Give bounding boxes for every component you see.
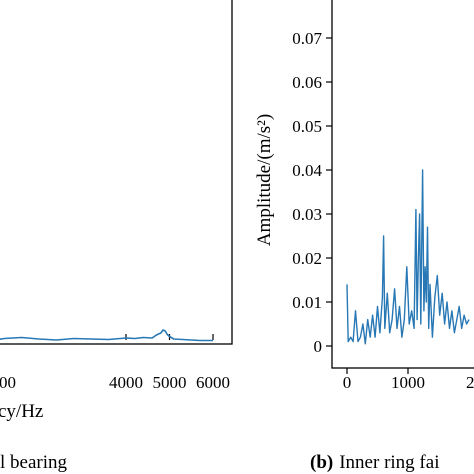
left-series-line [0,329,213,342]
right-y-tick-label-0: 0 [314,337,323,356]
left-x-tick-label-1: 5000 [153,373,187,392]
right-y-tick-label-3: 0.03 [292,205,322,224]
right-y-axis-label: Amplitude/(m/s²) [254,114,275,246]
right-y-tick-label-2: 0.02 [292,249,322,268]
right-y-tick-label-7: 0.07 [292,29,322,48]
right-caption: (b) Inner ring fai [310,452,439,473]
left-x-ticks: 4000 5000 6000 [109,334,230,392]
right-caption-text: Inner ring fai [339,452,439,473]
right-x-tick-label-0: 0 [343,373,352,392]
left-x-tick-label-0: 4000 [109,373,143,392]
panel-left: 4000 5000 6000 00 cy/Hz l bearing [0,0,233,473]
right-series-line [346,169,470,345]
right-ticks: 0 0.01 0.02 0.03 0.04 0.05 0.06 0.07 0 1000 [292,29,425,392]
right-x-tick-label-1: 1000 [391,373,425,392]
left-caption: l bearing [0,452,68,473]
left-x-edge-fragment: 00 [0,373,16,392]
right-x-edge-fragment: 2 [466,373,474,392]
right-y-tick-label-1: 0.01 [292,293,322,312]
right-axes-frame [331,0,474,369]
right-y-tick-label-6: 0.06 [292,73,322,92]
right-y-tick-label-5: 0.05 [292,117,322,136]
left-x-tick-label-2: 6000 [196,373,230,392]
right-caption-prefix: (b) [310,452,333,473]
left-x-axis-label: cy/Hz [0,401,43,422]
panel-right: 0 0.01 0.02 0.03 0.04 0.05 0.06 0.07 0 1000 2 Amp… [254,0,474,473]
left-axes-frame [0,0,233,345]
right-y-tick-label-4: 0.04 [292,161,322,180]
